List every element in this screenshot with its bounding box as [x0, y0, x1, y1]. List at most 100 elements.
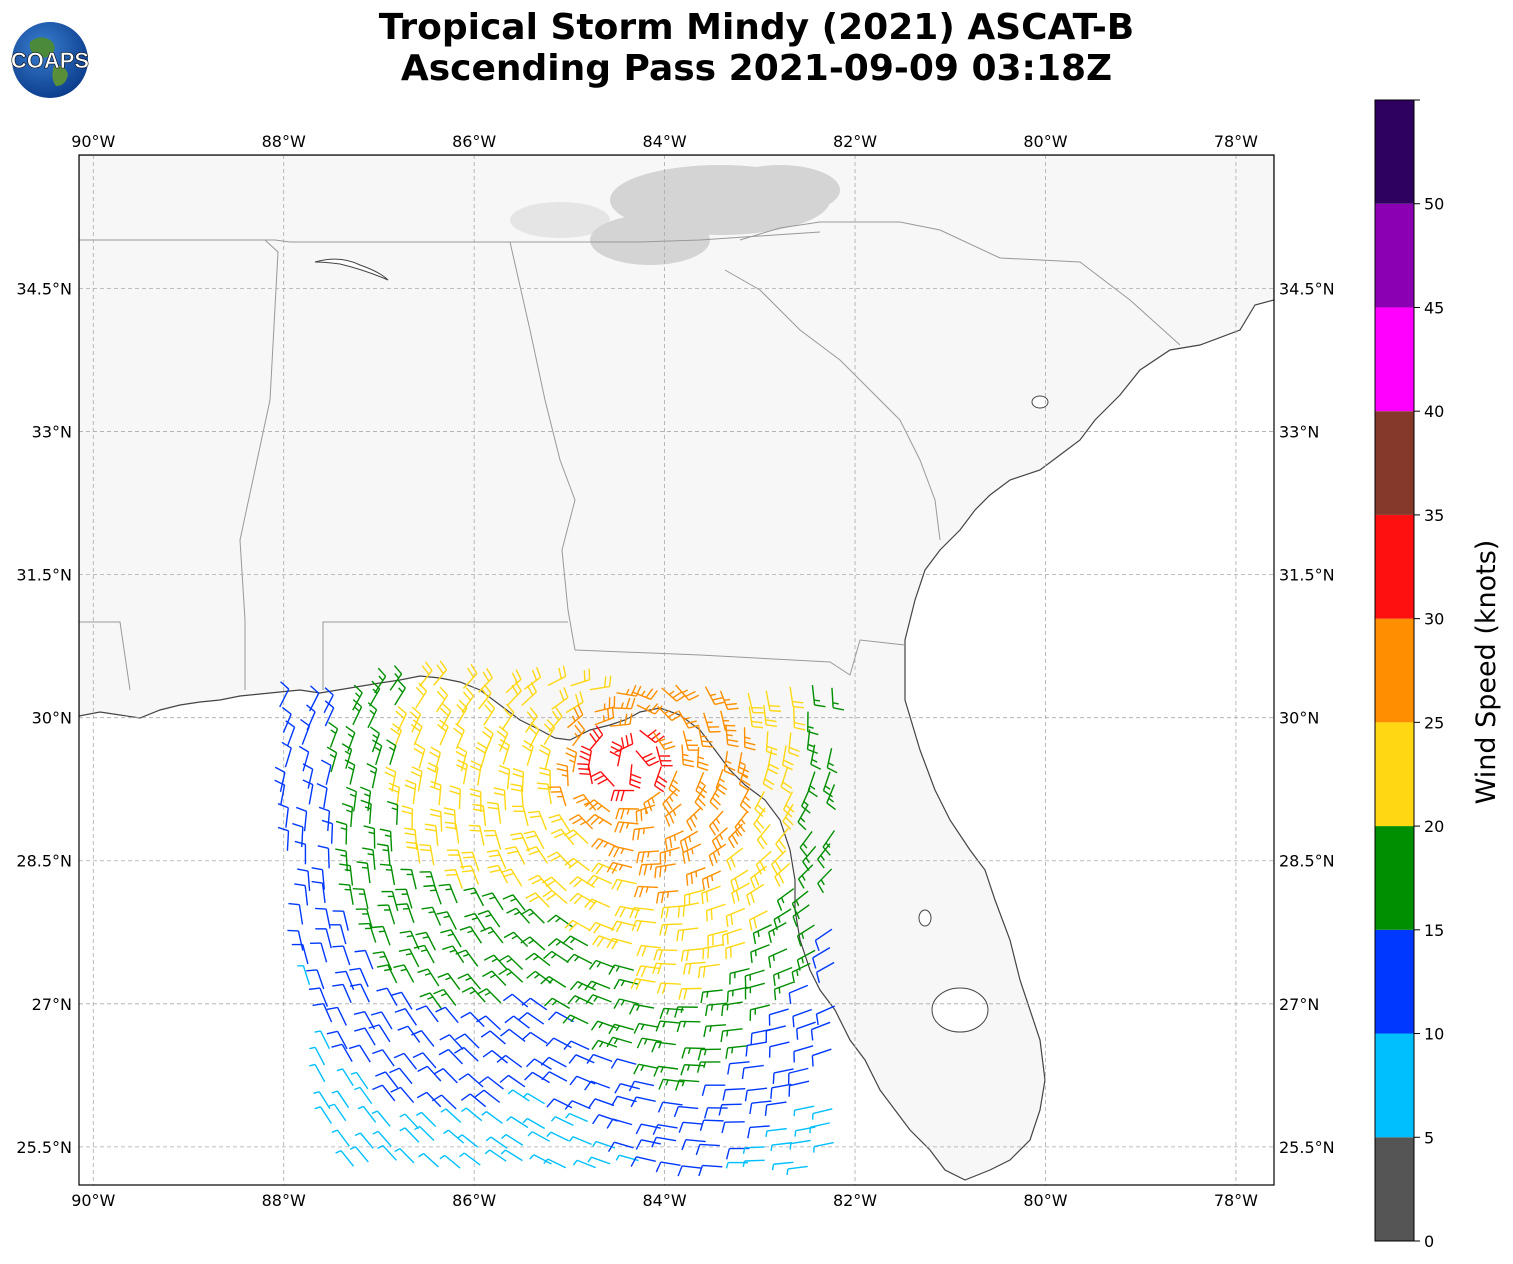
wind-barb — [332, 983, 352, 1004]
wind-barb — [550, 828, 575, 846]
wind-barb — [608, 845, 634, 858]
wind-barb — [443, 807, 457, 831]
wind-barb — [438, 883, 458, 904]
wind-barb — [653, 949, 678, 961]
wind-barb — [376, 987, 398, 1007]
wind-barb — [338, 883, 354, 905]
wind-barb — [475, 741, 488, 768]
wind-barb — [415, 1005, 439, 1023]
axis-tick-labels: 90°W 90°W 88°W 88°W 86°W 86°W 84°W 84°W 82°W 82°W… — [16, 132, 1334, 1210]
wind-barb — [628, 1080, 655, 1092]
wind-barb — [796, 1021, 816, 1040]
wind-barb — [569, 892, 596, 905]
wind-barb — [635, 750, 660, 767]
wind-barb — [591, 1039, 618, 1050]
wind-barb — [356, 861, 371, 884]
wind-barb — [468, 824, 485, 846]
wind-barb — [704, 1002, 728, 1017]
wind-barb — [512, 805, 529, 827]
wind-barb — [522, 1117, 546, 1130]
wind-barb — [481, 892, 504, 911]
wind-barb — [317, 845, 330, 869]
wind-barb — [502, 993, 529, 1008]
wind-barb — [315, 907, 331, 929]
wind-barb — [768, 1008, 789, 1026]
wind-barb — [789, 1139, 811, 1150]
wind-barb — [550, 1116, 574, 1126]
wind-barb — [677, 902, 700, 918]
colorbar-tick-label: 45 — [1424, 298, 1444, 317]
wind-barb — [377, 904, 396, 925]
wind-barb — [376, 843, 391, 866]
state-borders — [79, 221, 1181, 691]
wind-barb — [694, 784, 707, 811]
wind-barb — [518, 1012, 545, 1025]
wind-barb — [775, 827, 789, 854]
wind-barb — [749, 1004, 771, 1021]
wind-barb — [748, 706, 764, 729]
wind-barb — [572, 793, 597, 811]
lon-tick-label-top: 84°W — [643, 132, 687, 151]
wind-barb — [458, 1073, 484, 1088]
wind-barb — [630, 1156, 656, 1167]
wind-barb — [419, 661, 433, 687]
wind-barb — [525, 707, 538, 733]
wind-barb — [741, 1064, 764, 1080]
wind-barb — [791, 962, 811, 984]
wind-barb — [788, 732, 800, 758]
wind-barb — [419, 992, 443, 1010]
wind-barb — [764, 1101, 787, 1116]
wind-barb — [681, 1047, 706, 1059]
wind-barb — [564, 919, 591, 932]
wind-barb — [589, 725, 604, 751]
wind-barb — [707, 929, 728, 947]
lat-tick-label-right: 27°N — [1279, 995, 1319, 1014]
wind-barb — [572, 1159, 596, 1169]
lat-tick-label-left: 27°N — [32, 995, 72, 1014]
wind-barb — [372, 1084, 396, 1102]
wind-barb — [423, 884, 442, 905]
wind-barb — [409, 706, 422, 733]
wind-barb — [524, 1071, 550, 1084]
wind-barb — [749, 1100, 772, 1115]
wind-barb — [455, 949, 479, 967]
wind-barb — [455, 1033, 480, 1049]
colorbar-bin — [1375, 826, 1414, 930]
wind-barb — [376, 964, 398, 984]
wind-barb — [386, 800, 399, 825]
wind-barb — [653, 1065, 679, 1077]
wind-barb — [348, 1044, 371, 1063]
wind-barb — [288, 902, 304, 925]
wind-barb — [811, 1048, 832, 1067]
wind-barb — [655, 746, 673, 767]
wind-barb — [320, 759, 332, 785]
wind-barb — [297, 868, 311, 892]
wind-barb — [606, 1036, 633, 1048]
wind-barb — [277, 826, 290, 851]
wind-barb — [679, 830, 699, 853]
wind-barb — [528, 874, 553, 891]
wind-barb — [651, 1041, 676, 1053]
wind-barb — [569, 980, 596, 991]
wind-barb — [394, 679, 406, 706]
wind-barb — [525, 952, 551, 967]
wind-barb — [543, 1158, 567, 1169]
wind-barb — [661, 687, 687, 702]
wind-barb — [658, 1078, 684, 1090]
wind-barb — [456, 1134, 479, 1148]
wind-barb — [415, 682, 428, 709]
wind-barb — [631, 688, 658, 700]
wind-barb — [398, 948, 420, 968]
wind-barb — [504, 1015, 530, 1029]
wind-barb — [454, 1046, 479, 1062]
wind-barb — [460, 1011, 485, 1028]
wind-barb — [541, 1071, 568, 1082]
wind-barb — [772, 1068, 794, 1084]
wind-barb — [546, 1131, 570, 1142]
lon-tick-label-top: 82°W — [833, 132, 877, 151]
wind-barb — [546, 1098, 573, 1109]
svg-text:COAPS: COAPS — [11, 48, 89, 73]
wind-barb — [459, 925, 483, 944]
colorbar-tick-label: 30 — [1424, 610, 1444, 629]
wind-barb — [462, 663, 478, 689]
